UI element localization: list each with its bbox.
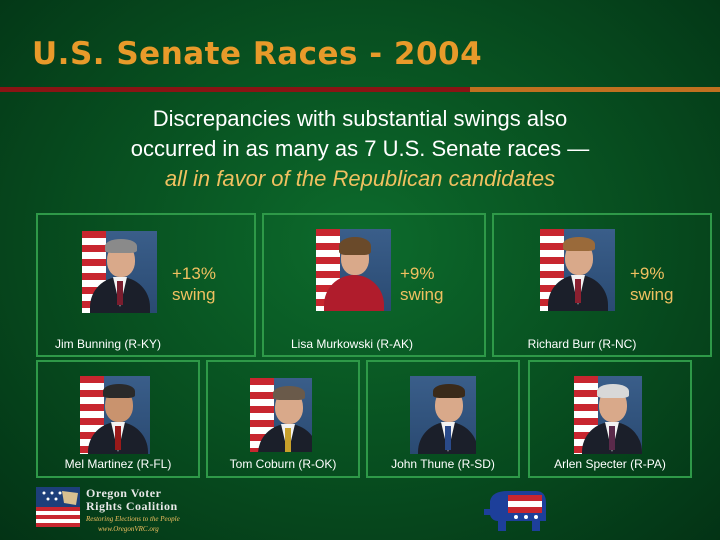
senator-panel-murkowski: +9% swing Lisa Murkowski (R-AK)	[262, 213, 486, 357]
flag-map-icon	[36, 487, 80, 527]
org-tagline: Restoring Elections to the People	[86, 515, 180, 523]
senator-panel-bunning: +13% swing Jim Bunning (R-KY)	[36, 213, 256, 357]
senator-photo-coburn	[250, 378, 312, 452]
senator-photo-specter	[574, 376, 642, 454]
senator-photo-bunning	[82, 231, 157, 313]
senator-name-thune: John Thune (R-SD)	[391, 457, 495, 471]
senator-photo-martinez	[80, 376, 150, 454]
swing-value-burr: +9%	[630, 264, 665, 283]
senator-name-martinez: Mel Martinez (R-FL)	[64, 457, 172, 471]
swing-label-burr: +9% swing	[630, 263, 673, 305]
senator-panel-coburn: Tom Coburn (R-OK)	[206, 360, 360, 478]
senator-photo-burr	[540, 229, 615, 311]
org-url: www.OregonVRC.org	[98, 525, 159, 533]
senator-panel-burr: +9% swing Richard Burr (R-NC)	[492, 213, 712, 357]
senator-photo-thune	[410, 376, 476, 454]
swing-value-murkowski: +9%	[400, 264, 435, 283]
senator-panel-thune: John Thune (R-SD)	[366, 360, 520, 478]
swing-value-bunning: +13%	[172, 264, 216, 283]
swing-word-burr: swing	[630, 285, 674, 304]
org-logo: Oregon Voter Rights Coalition Restoring …	[36, 485, 196, 537]
slide-subtitle: Discrepancies with substantial swings al…	[30, 104, 690, 194]
subtitle-line-1: Discrepancies with substantial swings al…	[152, 106, 568, 131]
swing-word-bunning: swing	[172, 285, 216, 304]
swing-label-bunning: +13% swing	[172, 263, 216, 305]
org-name-line-2: Rights Coalition	[86, 499, 178, 513]
swing-label-murkowski: +9% swing	[400, 263, 443, 305]
senator-name-coburn: Tom Coburn (R-OK)	[229, 457, 337, 471]
senator-photo-murkowski	[316, 229, 391, 311]
subtitle-line-2: occurred in as many as 7 U.S. Senate rac…	[130, 136, 590, 161]
senator-name-bunning: Jim Bunning (R-KY)	[54, 337, 162, 351]
republican-elephant-icon	[484, 491, 546, 531]
swing-word-murkowski: swing	[400, 285, 444, 304]
subtitle-line-3: all in favor of the Republican candidate…	[164, 166, 556, 191]
senator-name-burr: Richard Burr (R-NC)	[527, 337, 637, 351]
title-underline-accent	[470, 87, 720, 92]
senator-name-specter: Arlen Specter (R-PA)	[554, 457, 666, 471]
senator-panel-specter: Arlen Specter (R-PA)	[528, 360, 692, 478]
org-name-line-1: Oregon Voter	[86, 486, 162, 500]
senator-name-murkowski: Lisa Murkowski (R-AK)	[290, 337, 413, 351]
title-underline	[0, 87, 720, 92]
slide-title: U.S. Senate Races - 2004	[32, 36, 483, 72]
senator-panel-martinez: Mel Martinez (R-FL)	[36, 360, 200, 478]
org-name: Oregon Voter Rights Coalition	[86, 487, 178, 513]
